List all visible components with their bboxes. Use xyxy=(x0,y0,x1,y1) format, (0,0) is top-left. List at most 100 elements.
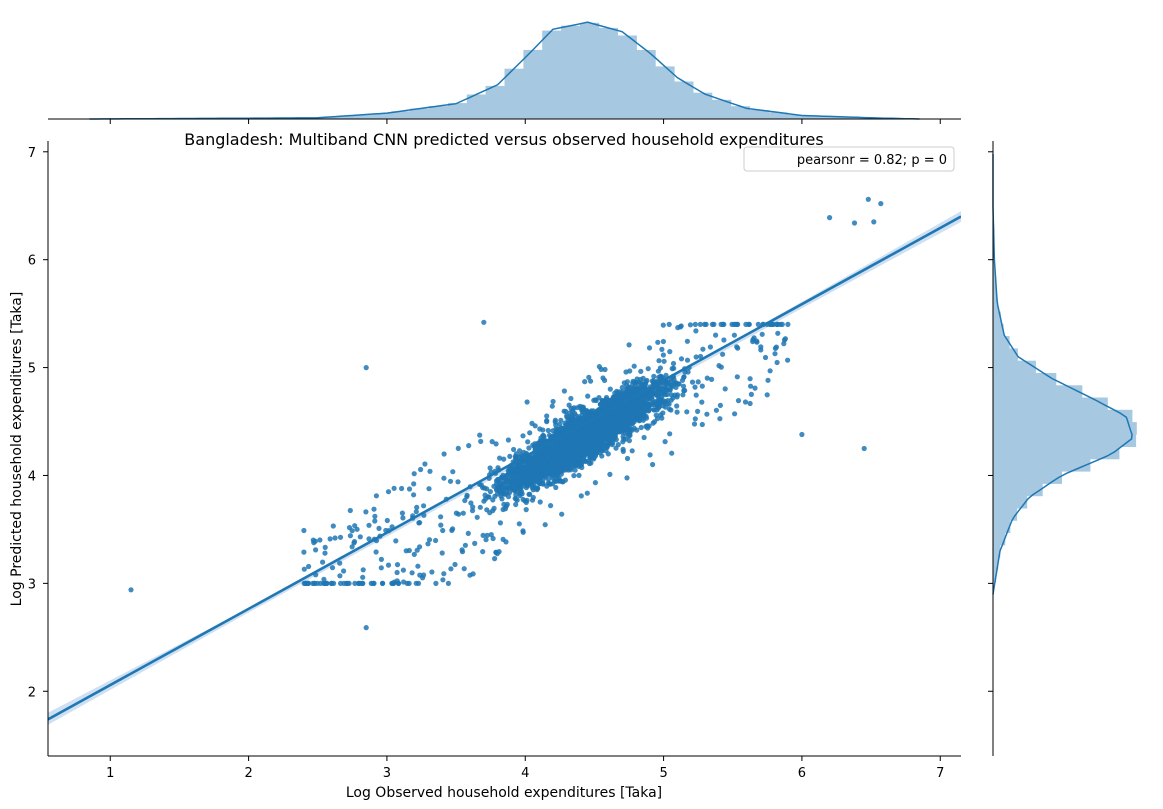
scatter-point xyxy=(572,447,579,454)
scatter-point xyxy=(861,445,867,452)
scatter-point xyxy=(704,411,710,417)
scatter-point xyxy=(495,476,501,483)
scatter-point xyxy=(524,399,530,405)
scatter-point xyxy=(448,566,454,572)
y-marginal-bar xyxy=(993,385,1083,398)
scatter-point xyxy=(128,587,134,593)
scatter-point xyxy=(591,455,597,461)
scatter-point xyxy=(332,535,338,541)
scatter-point xyxy=(655,339,661,345)
scatter-point xyxy=(455,479,461,485)
scatter-point xyxy=(667,349,673,355)
x-tick-label: 7 xyxy=(936,766,944,781)
scatter-point xyxy=(585,436,591,442)
scatter-point xyxy=(555,456,561,462)
scatter-point xyxy=(592,435,599,441)
scatter-point xyxy=(544,418,550,424)
y-marginal-bar xyxy=(993,483,1043,497)
scatter-point xyxy=(399,510,405,516)
scatter-plot-panel: 1 2 3 4 5 6 7 2 3 4 5 6 7 Bangladesh: Multiband CNN… xyxy=(9,130,961,801)
scatter-point xyxy=(693,328,699,334)
x-marginal-bar xyxy=(466,94,486,119)
scatter-point xyxy=(630,408,637,415)
scatter-point xyxy=(717,416,723,422)
scatter-point xyxy=(692,384,698,390)
y-marginal-bar xyxy=(993,545,1001,558)
y-marginal-bar xyxy=(993,459,1091,472)
scatter-point xyxy=(373,493,379,499)
scatter-point xyxy=(455,445,461,451)
scatter-point xyxy=(656,404,663,410)
scatter-point xyxy=(635,404,641,411)
scatter-point xyxy=(685,369,691,375)
scatter-point xyxy=(670,360,677,367)
scatter-point xyxy=(781,341,787,347)
scatter-point xyxy=(624,386,630,392)
scatter-point xyxy=(608,432,615,438)
scatter-point xyxy=(396,580,402,587)
scatter-point xyxy=(759,331,765,337)
scatter-point xyxy=(524,469,530,475)
scatter-point xyxy=(734,344,740,350)
x-marginal-bar xyxy=(674,81,694,119)
y-marginal-bar xyxy=(993,274,996,288)
scatter-point xyxy=(702,321,708,327)
scatter-point xyxy=(537,499,543,505)
scatter-point xyxy=(360,574,366,580)
scatter-point xyxy=(569,413,575,419)
scatter-point xyxy=(695,408,701,414)
y-marginal-bar xyxy=(993,532,1006,546)
scatter-point xyxy=(663,372,669,378)
scatter-point xyxy=(765,377,771,383)
scatter-point xyxy=(518,460,524,467)
x-marginal-bar xyxy=(655,66,675,119)
x-marginal-bar xyxy=(447,103,468,119)
scatter-point xyxy=(586,447,592,453)
scatter-point xyxy=(584,490,590,496)
scatter-point xyxy=(621,380,627,386)
scatter-point xyxy=(540,459,546,465)
scatter-point xyxy=(591,397,597,403)
scatter-point xyxy=(618,415,624,421)
scatter-point xyxy=(484,532,490,539)
y-marginal-bar xyxy=(993,471,1062,484)
scatter-point xyxy=(427,468,433,474)
scatter-point xyxy=(549,403,555,409)
scatter-point xyxy=(623,425,629,431)
scatter-point xyxy=(650,461,656,468)
scatter-point xyxy=(529,484,535,491)
y-marginal-bar xyxy=(993,397,1108,411)
scatter-point xyxy=(595,446,602,452)
scatter-point xyxy=(372,518,378,524)
scatter-point xyxy=(735,398,742,404)
scatter-point xyxy=(452,561,458,568)
scatter-point xyxy=(659,346,665,352)
scatter-point xyxy=(478,482,484,488)
scatter-point xyxy=(531,480,537,486)
scatter-point xyxy=(481,319,487,325)
scatter-point xyxy=(662,439,668,445)
scatter-point xyxy=(630,386,636,393)
scatter-point xyxy=(441,571,447,577)
scatter-point xyxy=(500,536,506,543)
scatter-point xyxy=(329,580,335,587)
x-tick-label: 1 xyxy=(106,766,114,781)
scatter-point xyxy=(774,359,780,366)
scatter-point xyxy=(409,570,415,576)
scatter-point xyxy=(314,580,320,587)
scatter-point xyxy=(558,461,564,468)
x-marginal-bar xyxy=(410,108,430,119)
scatter-point xyxy=(399,485,405,492)
y-tick-label: 4 xyxy=(28,469,36,484)
x-marginal-bar xyxy=(749,110,769,119)
scatter-point xyxy=(755,321,761,327)
y-tick-label: 2 xyxy=(28,685,36,700)
scatter-point xyxy=(413,580,419,586)
scatter-point xyxy=(461,566,467,572)
scatter-point xyxy=(521,449,527,455)
scatter-point xyxy=(644,377,650,384)
scatter-point xyxy=(516,521,522,527)
scatter-point xyxy=(349,544,355,550)
scatter-point xyxy=(548,447,555,453)
